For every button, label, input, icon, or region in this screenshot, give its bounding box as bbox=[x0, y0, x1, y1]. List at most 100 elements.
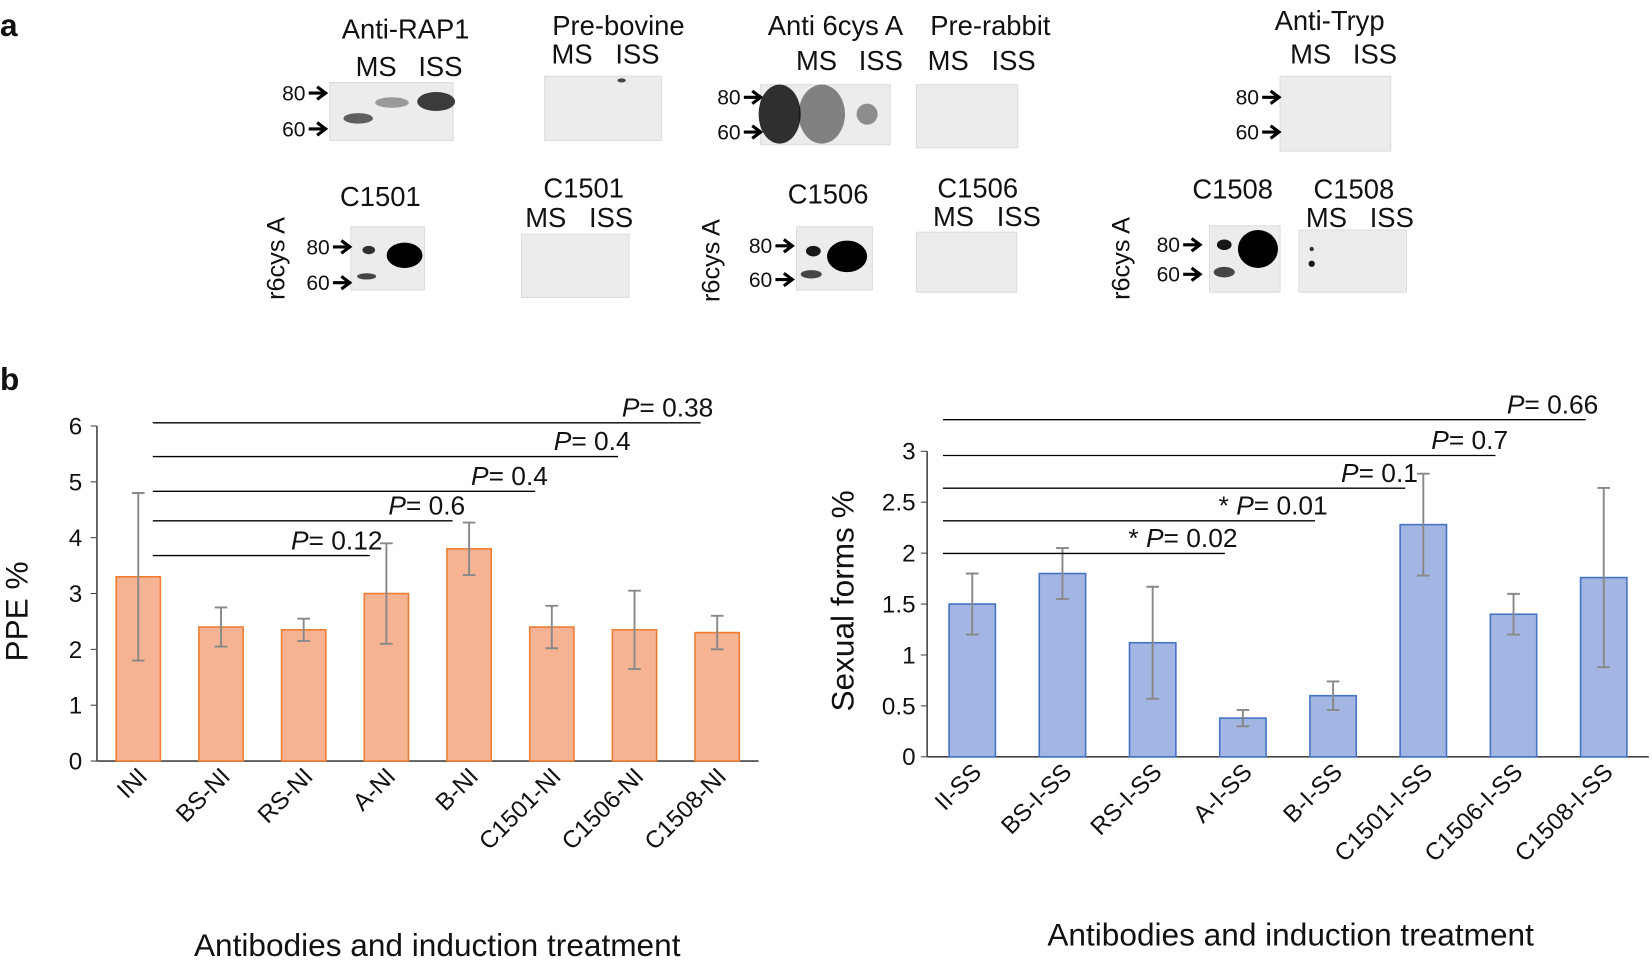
size-marker: 80 bbox=[749, 235, 772, 258]
x-tick-label: RS-NI bbox=[253, 763, 319, 829]
x-tick-label: C1508-NI bbox=[640, 763, 732, 855]
blot-band bbox=[1237, 230, 1278, 268]
blot-title: C1508 bbox=[1192, 173, 1273, 204]
x-tick-label: BS-I-SS bbox=[996, 759, 1077, 840]
blot-title: Pre-bovine bbox=[552, 10, 684, 41]
y-tick-label: 0.5 bbox=[882, 693, 916, 720]
error-bar bbox=[710, 614, 724, 651]
marker-arrow bbox=[308, 85, 329, 101]
p-value-annotation: * P= 0.02 bbox=[1128, 523, 1237, 553]
error-bar bbox=[297, 617, 311, 642]
blot-image bbox=[544, 75, 663, 142]
lane-label: ISS bbox=[418, 51, 462, 82]
x-tick-label: II-SS bbox=[930, 759, 987, 816]
y-tick-label: 5 bbox=[69, 469, 82, 496]
error-bar bbox=[1416, 472, 1430, 577]
blot-image bbox=[1298, 229, 1408, 293]
x-tick-label: B-NI bbox=[431, 763, 484, 816]
blot-band bbox=[343, 113, 373, 124]
marker-arrow bbox=[743, 124, 764, 140]
lane-label: MS bbox=[356, 51, 397, 82]
bar bbox=[446, 548, 493, 762]
y-axis-label: PPE % bbox=[0, 561, 34, 661]
blot-band bbox=[362, 245, 376, 255]
p-value-annotation: P= 0.4 bbox=[554, 426, 631, 456]
blot-title: Anti-RAP1 bbox=[342, 13, 470, 44]
bar bbox=[528, 626, 575, 762]
blot-title: Pre-rabbit bbox=[930, 10, 1051, 41]
blot-image bbox=[329, 82, 454, 142]
error-bar bbox=[380, 542, 393, 645]
error-bar bbox=[131, 492, 145, 662]
blot-image bbox=[1279, 75, 1392, 152]
error-bar bbox=[1056, 547, 1069, 600]
marker-arrow bbox=[1262, 124, 1282, 140]
p-value-annotation: P= 0.6 bbox=[388, 491, 465, 521]
size-marker: 60 bbox=[1236, 121, 1259, 144]
blot-title: C1506 bbox=[788, 179, 869, 210]
size-marker: 80 bbox=[282, 82, 305, 105]
marker-arrow bbox=[1262, 89, 1282, 105]
blot-band bbox=[357, 273, 377, 280]
marker-arrow bbox=[1183, 266, 1203, 282]
blot-band bbox=[798, 84, 845, 144]
blot-band bbox=[1309, 246, 1314, 252]
x-axis-label: Antibodies and induction treatment bbox=[194, 927, 681, 963]
error-bar bbox=[462, 521, 476, 577]
size-marker: 60 bbox=[717, 121, 740, 144]
y-tick-label: 3 bbox=[902, 439, 915, 466]
lane-label: ISS bbox=[1370, 202, 1414, 233]
marker-arrow bbox=[308, 121, 329, 137]
lane-label: ISS bbox=[997, 201, 1041, 232]
bar bbox=[1489, 613, 1538, 758]
size-marker: 80 bbox=[1157, 234, 1180, 257]
bar bbox=[198, 626, 244, 762]
p-value-annotation: P= 0.1 bbox=[1341, 458, 1418, 488]
p-value-annotation: P= 0.12 bbox=[291, 525, 382, 555]
marker-arrow bbox=[743, 89, 764, 105]
blot-image bbox=[520, 233, 630, 298]
p-value-annotation: P= 0.66 bbox=[1507, 389, 1599, 419]
marker-arrow bbox=[332, 239, 353, 255]
blot-band bbox=[856, 103, 878, 125]
size-marker: 80 bbox=[1236, 87, 1259, 110]
side-label: r6cys A bbox=[698, 219, 726, 302]
lane-label: MS bbox=[933, 201, 974, 232]
blot-band bbox=[1213, 266, 1235, 278]
size-marker: 60 bbox=[282, 118, 305, 141]
blot-band bbox=[386, 242, 423, 268]
blot-title: C1506 bbox=[937, 172, 1018, 203]
p-value-annotation: * P= 0.01 bbox=[1219, 491, 1328, 521]
blot-title: C1508 bbox=[1314, 173, 1395, 204]
bar bbox=[694, 631, 741, 762]
blot-band bbox=[827, 240, 868, 273]
x-tick-label: BS-NI bbox=[171, 763, 236, 828]
error-bar bbox=[965, 572, 979, 636]
size-marker: 80 bbox=[306, 236, 329, 259]
y-tick-label: 0 bbox=[69, 748, 82, 775]
lane-label: ISS bbox=[589, 202, 633, 233]
y-tick-label: 1 bbox=[902, 642, 915, 669]
error-bar bbox=[1507, 592, 1520, 636]
blot-band bbox=[800, 270, 822, 279]
x-tick-label: C1508-I-SS bbox=[1510, 759, 1619, 868]
y-tick-label: 1.5 bbox=[882, 591, 916, 618]
panel-label: b bbox=[0, 361, 19, 397]
y-tick-label: 2.5 bbox=[882, 490, 916, 517]
y-tick-label: 1 bbox=[69, 693, 82, 720]
marker-arrow bbox=[775, 238, 795, 254]
side-label: r6cys A bbox=[1107, 217, 1135, 300]
size-marker: 60 bbox=[749, 269, 772, 292]
x-tick-label: A-NI bbox=[348, 763, 401, 816]
error-bar bbox=[1146, 585, 1159, 700]
blot-band bbox=[1216, 239, 1232, 251]
blot-title: C1501 bbox=[340, 181, 421, 212]
error-bar bbox=[1236, 709, 1250, 728]
bar bbox=[280, 629, 327, 762]
lane-label: MS bbox=[796, 45, 837, 76]
y-tick-label: 2 bbox=[69, 637, 82, 664]
error-bar bbox=[1326, 680, 1340, 711]
error-bar bbox=[628, 589, 641, 670]
x-tick-label: A-I-SS bbox=[1188, 759, 1258, 829]
